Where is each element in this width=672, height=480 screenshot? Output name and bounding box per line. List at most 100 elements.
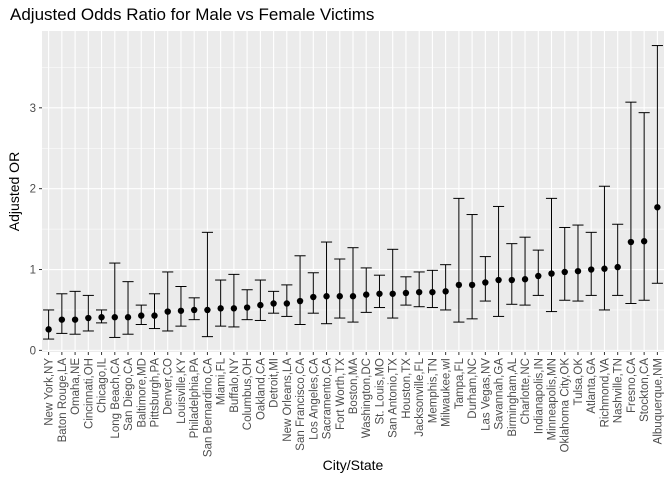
data-point [164,308,171,315]
data-point [310,293,317,301]
errorbar-group [228,273,240,328]
errorbar-group [162,271,174,332]
errorbar-group [294,255,306,326]
chart-title: Adjusted Odds Ratio for Male vs Female V… [10,5,374,24]
errorbar-group [69,290,81,335]
y-tick-label: 3 [30,103,36,115]
data-point [283,300,291,307]
x-tick-label: Durham,NC [467,358,479,419]
errorbar-group [466,214,478,320]
data-point [588,266,595,273]
x-tick-label: Atlanta,GA [586,358,598,414]
errorbar-group [387,248,399,319]
data-point [296,297,304,305]
errorbar-group [109,262,121,338]
y-tick-label: 1 [30,265,36,277]
data-point [111,314,118,321]
x-tick-label: New York,NY [44,358,56,426]
errorbar-group [572,224,584,302]
data-marks [43,45,663,340]
errorbar-group [360,267,372,313]
x-tick-label: Pittsburgh,PA [149,358,161,428]
errorbar-group [373,274,386,309]
data-point [640,238,648,245]
x-tick-label: Tulsa,OK [573,358,585,406]
errorbar-group [281,284,293,317]
data-point [349,293,357,300]
errorbar-group [320,241,333,325]
x-tick-label: New Orleans,LA [282,358,294,442]
x-tick-label: Washington,DC [361,358,373,438]
data-point [601,265,608,272]
x-tick-label: Cincinnati,OH [83,358,95,429]
x-tick-label: Milwaukee,wI [441,358,453,427]
errorbar-group [56,293,68,334]
errorbar-group [400,276,412,306]
x-tick-label: Albuquerque,NM [652,358,664,444]
x-tick-label: Fresno,CA [626,358,638,413]
errorbar-group [532,249,544,296]
data-point [627,238,635,246]
data-point [482,279,489,286]
errorbar-group [426,269,438,309]
data-point [561,268,568,276]
errorbar-group [175,286,187,327]
x-tick-label: Chicago,IL [97,357,109,413]
data-point [442,288,449,295]
data-point [455,281,463,289]
data-point [98,314,105,321]
errorbar-group [95,309,108,324]
data-point [429,288,436,296]
data-point [177,307,185,314]
y-axis-title: Adjusted OR [6,152,22,231]
x-tick-label: Columbus,OH [242,358,254,430]
x-tick-label: Los Angeles,CA [308,358,320,440]
data-point [45,326,52,333]
errorbar-group [453,197,465,323]
data-point [138,312,145,319]
x-tick-label: Jacksonville,FL [414,357,426,436]
errorbar-group [651,45,663,284]
x-tick-label: Baton Rouge,LA [57,358,69,443]
x-tick-label: Savannah,GA [494,358,506,430]
data-point [151,312,158,319]
x-tick-label: Houston,TX [401,358,413,419]
x-tick-label: Miami,FL [216,357,228,405]
data-point [376,290,383,297]
data-point [495,276,502,284]
errorbar-group [545,197,558,313]
x-tick-label: Tampa,FL [454,357,466,409]
errorbar-group [201,231,213,338]
errorbar-group [307,272,319,314]
errorbar-group [43,309,55,340]
errorbar-group [585,231,597,296]
errorbar-group [215,279,227,327]
errorbar-group [241,289,253,321]
errorbar-group [254,279,266,321]
x-tick-label: Detroit,MI [269,358,281,408]
x-tick-label: San Antonio,TX [388,358,400,438]
data-point [190,306,198,314]
x-axis-title: City/State [323,457,384,473]
data-point [204,306,211,314]
x-tick-label: Baltimore,MD [136,358,148,428]
x-tick-label: Stockton,CA [639,358,651,422]
errorbar-group [413,271,425,308]
x-tick-label: Sacramento,CA [322,358,334,440]
data-point [363,291,370,298]
y-tick-label: 2 [30,184,36,196]
x-tick-label: Las Vegas,NV [480,358,492,431]
errorbar-group [506,243,518,305]
data-point [415,288,423,296]
x-tick-label: Oklahoma City,OK [560,358,572,453]
x-tick-label: Charlotte,NC [520,358,532,424]
x-tick-label: St. Louis,MO [374,358,386,425]
x-tick-label: Oakland,CA [255,358,267,420]
data-point [508,276,516,284]
data-point [85,314,92,322]
errorbar-group [268,290,280,314]
x-tick-label: Louisville,KY [176,358,188,424]
x-tick-label: Fort Worth,TX [335,358,347,430]
x-axis: New York,NY Baton Rouge,LA Omaha,NE Cincinn… [44,352,664,457]
